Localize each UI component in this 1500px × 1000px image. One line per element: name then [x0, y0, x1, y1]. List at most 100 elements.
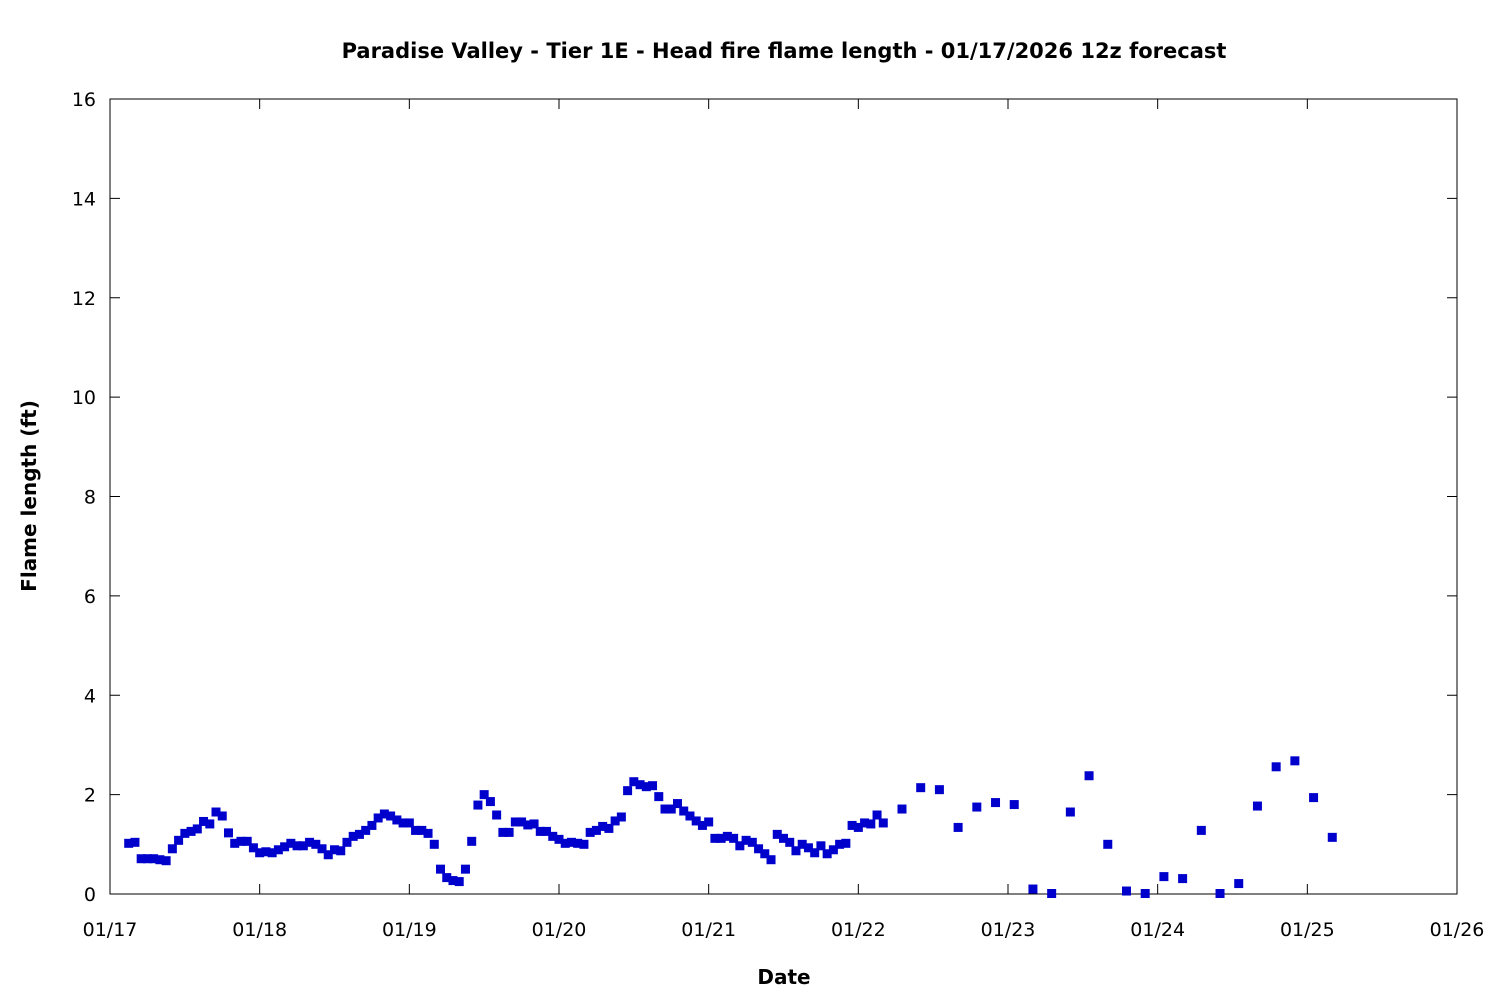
data-point — [822, 849, 832, 859]
data-point — [785, 837, 795, 847]
data-point — [972, 802, 982, 812]
data-point — [292, 841, 302, 851]
data-point — [585, 827, 595, 837]
data-point — [916, 783, 926, 793]
data-point — [523, 820, 533, 830]
data-point — [797, 839, 807, 849]
data-point — [442, 873, 452, 883]
data-point — [379, 809, 389, 819]
data-point — [847, 820, 857, 830]
data-point — [803, 843, 813, 853]
data-point — [242, 836, 252, 846]
data-point — [236, 836, 246, 846]
x-axis-label: Date — [757, 965, 810, 989]
data-point — [716, 833, 726, 843]
data-point — [672, 799, 682, 809]
data-point — [573, 838, 583, 848]
data-point — [953, 822, 963, 832]
y-tick-label: 16 — [72, 89, 96, 111]
x-tick-label: 01/18 — [232, 919, 287, 941]
data-point — [660, 804, 670, 814]
data-point — [1159, 872, 1169, 882]
data-point — [298, 841, 308, 851]
y-tick-label: 10 — [72, 387, 96, 409]
data-point — [423, 828, 433, 838]
data-point — [161, 856, 171, 866]
data-point — [261, 847, 271, 857]
x-tick-label: 01/22 — [831, 919, 886, 941]
data-point — [1140, 889, 1150, 899]
data-point — [354, 829, 364, 839]
data-point — [735, 841, 745, 851]
data-point — [386, 811, 396, 821]
x-tick-label: 01/19 — [382, 919, 437, 941]
y-tick-label: 6 — [84, 586, 96, 608]
data-point — [392, 815, 402, 825]
data-point — [629, 777, 639, 787]
data-point — [411, 825, 421, 835]
data-point — [591, 825, 601, 835]
data-point — [679, 806, 689, 816]
data-point — [760, 849, 770, 859]
data-point — [991, 798, 1001, 808]
data-point — [722, 831, 732, 841]
data-point — [697, 820, 707, 830]
data-point — [610, 816, 620, 826]
data-point — [417, 825, 427, 835]
data-point — [754, 844, 764, 854]
data-point — [897, 804, 907, 814]
data-point — [217, 811, 227, 821]
data-point — [504, 827, 514, 837]
data-point — [336, 846, 346, 856]
data-point — [485, 797, 495, 807]
data-point — [828, 845, 838, 855]
data-point — [1084, 771, 1094, 781]
y-axis-label: Flame length (ft) — [17, 400, 41, 592]
data-point — [616, 812, 626, 822]
data-point — [566, 837, 576, 847]
y-tick-label: 0 — [84, 884, 96, 906]
data-point — [841, 838, 851, 848]
data-point — [1009, 800, 1019, 810]
data-point — [853, 822, 863, 832]
data-point — [641, 782, 651, 792]
data-point — [779, 833, 788, 843]
data-point — [398, 818, 408, 828]
data-point — [255, 848, 265, 858]
data-point — [454, 877, 464, 887]
data-point — [174, 835, 184, 845]
data-point — [648, 781, 658, 791]
data-point — [248, 843, 258, 853]
data-point — [323, 850, 333, 860]
data-point — [654, 792, 664, 802]
data-point — [311, 839, 321, 849]
data-point — [460, 864, 470, 874]
data-point — [186, 826, 196, 836]
data-point — [223, 828, 233, 838]
data-point — [342, 837, 352, 847]
y-tick-label: 8 — [84, 487, 96, 509]
data-point — [1327, 832, 1337, 842]
data-point — [1065, 807, 1075, 817]
data-point — [810, 848, 820, 858]
data-point — [305, 837, 315, 847]
data-point — [1196, 825, 1206, 835]
data-point — [548, 831, 558, 841]
data-point — [192, 824, 202, 834]
data-point — [772, 829, 782, 839]
data-point — [1290, 756, 1300, 766]
data-point — [579, 839, 589, 849]
data-point — [791, 846, 801, 856]
x-tick-label: 01/25 — [1280, 919, 1335, 941]
data-point — [934, 785, 944, 795]
data-point — [747, 837, 757, 847]
data-point — [230, 838, 240, 848]
data-point — [473, 800, 483, 810]
data-point — [554, 834, 564, 844]
data-point — [479, 790, 489, 800]
data-points — [124, 756, 1337, 899]
x-tick-label: 01/23 — [981, 919, 1036, 941]
data-point — [1309, 793, 1319, 803]
data-point — [136, 854, 146, 864]
